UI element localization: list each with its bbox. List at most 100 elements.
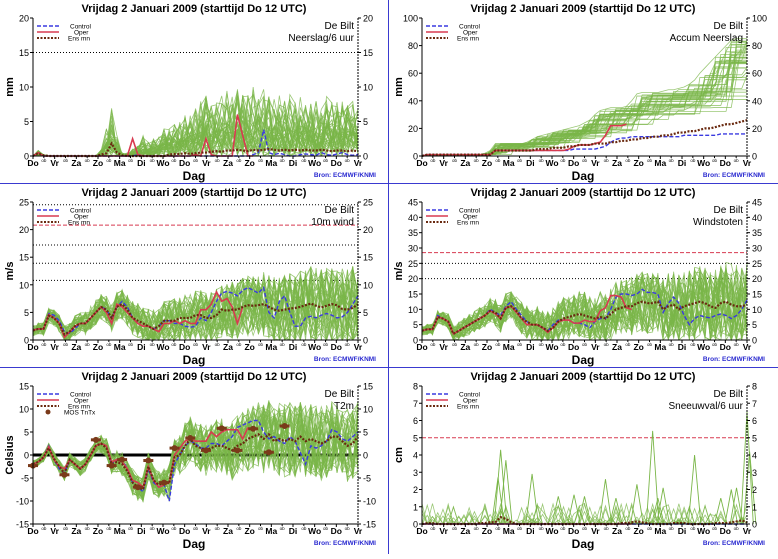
x-minor-label: ob [690, 526, 696, 531]
y-tick-label-right: 5 [363, 428, 368, 438]
y-tick-label: -10 [16, 497, 29, 507]
x-minor-label: ob [258, 158, 264, 163]
legend-control-label: Control [70, 392, 92, 399]
x-minor-label: ob [280, 342, 286, 347]
variable-name: Accum Neerslag [670, 33, 743, 44]
ensemble-member-line [421, 270, 748, 342]
x-tick-label: Wo [545, 526, 558, 536]
ensemble-member-peak [493, 449, 508, 525]
x-minor-label: ob [712, 526, 718, 531]
x-tick-label: Vr [202, 526, 211, 536]
x-tick-label: Do [568, 342, 579, 352]
x-minor-label: ob [517, 158, 523, 163]
x-minor-label: ob [734, 342, 740, 347]
x-tick-label: Ma [265, 526, 277, 536]
y-tick-label-right: 100 [752, 14, 767, 24]
chart-panel-10m-wind: Vrijdag 2 Januari 2009 (starttijd Do 12 … [0, 184, 389, 368]
x-tick-label: Zo [93, 342, 103, 352]
y-tick-label: 7 [413, 399, 418, 409]
ensemble-member-line [421, 268, 748, 342]
legend-oper-label: Oper [463, 30, 478, 37]
x-tick-label: Di [137, 342, 146, 352]
x-tick-label: Wo [308, 526, 321, 536]
x-tick-label: Za [223, 342, 233, 352]
x-tick-label: Di [526, 158, 535, 168]
x-minor-label: ob [301, 158, 307, 163]
x-tick-label: Zo [482, 342, 492, 352]
chart-title: Vrijdag 2 Januari 2009 (starttijd Do 12 … [82, 371, 307, 383]
x-tick-label: Ma [503, 342, 515, 352]
x-minor-label: ob [734, 526, 740, 531]
legend-control-label: Control [70, 208, 92, 215]
x-minor-label: ob [171, 526, 177, 531]
x-tick-label: Za [612, 342, 622, 352]
ensemble-member-line [421, 57, 747, 157]
mos-marker [108, 462, 115, 469]
ensemble-member-line [32, 411, 359, 503]
y-tick-label-right: 40 [752, 213, 762, 223]
x-minor-label: ob [474, 342, 480, 347]
ensemble-member-line [421, 62, 747, 157]
x-tick-label: Ma [654, 342, 666, 352]
control-line [421, 288, 748, 335]
x-minor-label: ob [236, 342, 242, 347]
y-tick-label: 15 [19, 382, 29, 392]
y-tick-label-right: 5 [363, 308, 368, 318]
mos-marker [202, 447, 209, 454]
x-minor-label: ob [430, 158, 436, 163]
x-tick-label: Zo [633, 526, 643, 536]
x-minor-label: ob [625, 342, 631, 347]
x-minor-label: ob [625, 158, 631, 163]
y-tick-label-right: 40 [752, 96, 762, 106]
x-tick-label: Do [179, 526, 190, 536]
ens-mean-line [421, 300, 748, 336]
x-tick-label: Vr [50, 158, 59, 168]
ensemble-member-peak [687, 454, 702, 525]
x-tick-label: Di [289, 158, 298, 168]
station-name: De Bilt [714, 205, 744, 216]
ensemble-member-peak [645, 430, 660, 525]
x-minor-label: ob [193, 158, 199, 163]
mos-marker [119, 456, 126, 463]
ensemble-member-line [421, 267, 748, 341]
x-tick-label: Vr [439, 158, 448, 168]
x-tick-label: Ma [114, 342, 126, 352]
x-tick-label: Ma [654, 526, 666, 536]
y-tick-label: 40 [408, 213, 418, 223]
y-tick-label-right: 3 [752, 468, 757, 478]
x-tick-label: Vr [50, 342, 59, 352]
x-axis-label: Dag [572, 537, 595, 551]
y-tick-label-right: 35 [752, 228, 762, 238]
legend-ensmn-label: Ens mn [457, 404, 479, 411]
legend-control-label: Control [70, 24, 92, 31]
variable-name: Neerslag/6 uur [288, 33, 354, 44]
ensemble-member-line [421, 62, 747, 157]
x-minor-label: ob [712, 342, 718, 347]
y-tick-label: 10 [19, 83, 29, 93]
x-tick-label: Zo [244, 526, 254, 536]
ensemble-member-peak [525, 473, 539, 525]
y-tick-label: 35 [408, 228, 418, 238]
y-tick-label-right: 10 [363, 280, 373, 290]
x-tick-label: Ma [114, 158, 126, 168]
y-tick-label-right: 10 [752, 305, 762, 315]
x-tick-label: Wo [156, 526, 169, 536]
x-tick-label: Zo [93, 158, 103, 168]
x-tick-label: Ma [265, 342, 277, 352]
ensemble-member-line [421, 67, 747, 157]
x-tick-label: Do [331, 526, 342, 536]
legend-control-label: Control [459, 24, 481, 31]
variable-name: T2m [334, 401, 354, 412]
y-tick-label: 0 [413, 520, 418, 530]
x-tick-label: Ma [503, 526, 515, 536]
x-axis-label: Dag [572, 169, 595, 183]
y-axis-label: mm [4, 77, 16, 97]
x-tick-label: Di [289, 526, 298, 536]
y-axis-label: Celsius [4, 435, 16, 474]
y-tick-label: 3 [413, 468, 418, 478]
ensemble-member-line [421, 61, 747, 157]
x-tick-label: Do [179, 342, 190, 352]
x-minor-label: ob [323, 526, 329, 531]
x-minor-label: ob [495, 158, 501, 163]
x-tick-label: Do [331, 342, 342, 352]
